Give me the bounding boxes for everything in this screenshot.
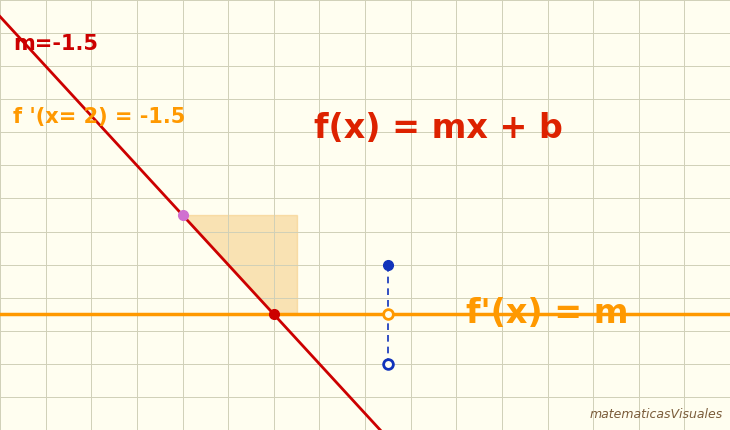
Text: m=-1.5: m=-1.5 [13, 34, 98, 55]
Polygon shape [182, 215, 296, 314]
Text: f'(x) = m: f'(x) = m [466, 298, 629, 330]
Text: f(x) = mx + b: f(x) = mx + b [314, 113, 562, 145]
Text: f '(x= 2) = -1.5: f '(x= 2) = -1.5 [13, 108, 185, 128]
Text: matematicasVisuales: matematicasVisuales [589, 408, 723, 421]
